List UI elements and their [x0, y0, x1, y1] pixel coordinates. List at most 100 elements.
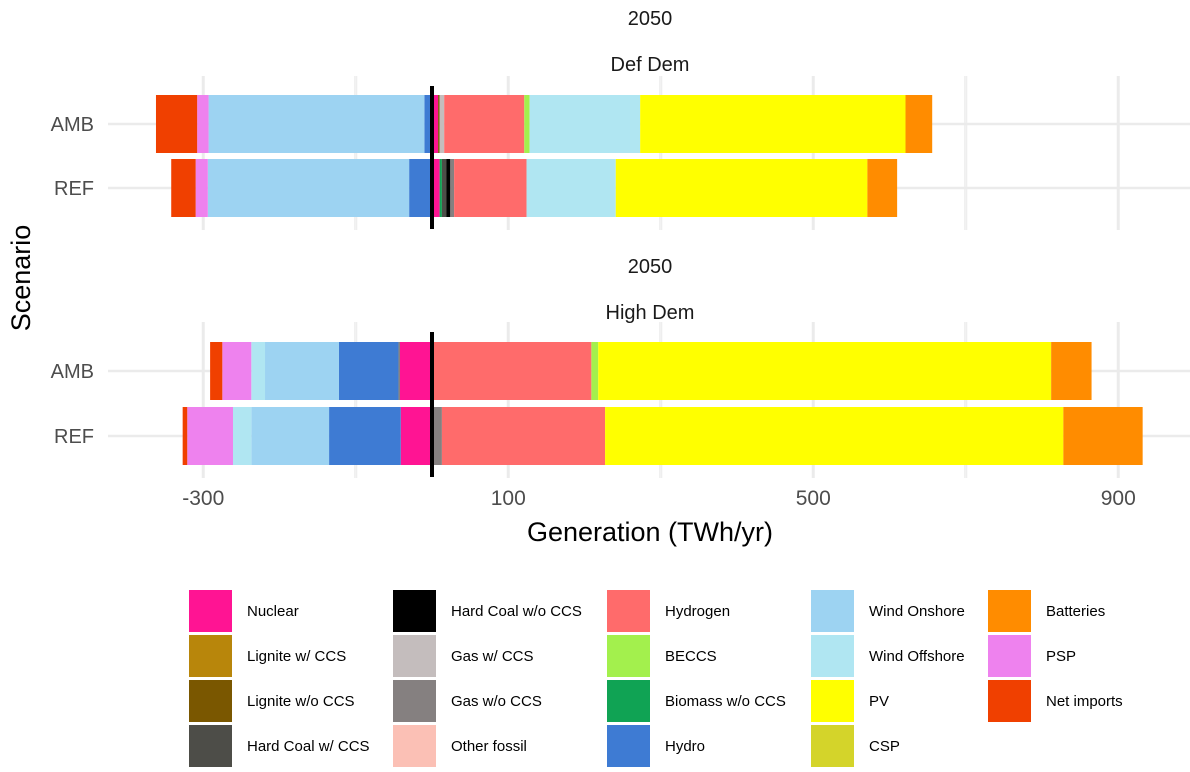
legend-key — [393, 635, 436, 677]
legend-label: Lignite w/ CCS — [247, 648, 346, 665]
bar-segment-amb-hydrogen — [433, 342, 592, 400]
bar-segment-ref-hydro — [329, 407, 401, 465]
x-axis-title: Generation (TWh/yr) — [527, 517, 773, 547]
legend-label: Hard Coal w/ CCS — [247, 738, 370, 755]
legend-label: Gas w/ CCS — [451, 648, 534, 665]
bar-segment-ref-batteries — [867, 159, 898, 217]
bar-segment-amb-pv — [640, 95, 906, 153]
bar-segment-amb-wind-offshore — [529, 95, 641, 153]
legend-label: Hydro — [665, 738, 705, 755]
legend-key — [607, 680, 650, 722]
legend-key — [189, 635, 232, 677]
bar-segment-ref-gas-w-o-ccs — [432, 407, 442, 465]
bar-segment-ref-hard-coal-w-o-ccs — [446, 159, 451, 217]
legend-label: PSP — [1046, 648, 1076, 665]
bar-segment-amb-net-imports — [210, 342, 223, 400]
legend-key — [189, 725, 232, 767]
x-tick-label: -300 — [182, 487, 224, 510]
legend: Nuclear Lignite w/ CCS Lignite w/o CCS Hard… — [189, 590, 1123, 767]
legend-key — [607, 635, 650, 677]
panel-year-label: 2050 — [628, 256, 673, 278]
legend-key — [811, 680, 854, 722]
bar-segment-ref-net-imports — [171, 159, 196, 217]
legend-label: Lignite w/o CCS — [247, 693, 355, 710]
bar-segment-amb-lignite-w-o-ccs — [438, 95, 440, 153]
bar-segment-ref-pv — [605, 407, 1064, 465]
bar-segment-amb-wind-onshore — [208, 95, 425, 153]
bar-segment-ref-hydrogen — [441, 407, 606, 465]
bar-segment-amb-beccs — [591, 342, 599, 400]
bar-segment-amb-hydro — [338, 342, 399, 400]
legend-label: Nuclear — [247, 603, 299, 620]
bar-segment-amb-batteries — [1051, 342, 1092, 400]
x-tick-label: 100 — [491, 487, 526, 510]
panel-year-label: 2050 — [628, 8, 673, 30]
bar-segment-amb-pv — [598, 342, 1052, 400]
legend-key — [607, 725, 650, 767]
x-tick-label: 900 — [1101, 487, 1136, 510]
legend-label: Wind Onshore — [869, 603, 965, 620]
bar-segment-amb-wind-offshore — [251, 342, 266, 400]
legend-key — [189, 590, 232, 632]
bar-segment-ref-net-imports — [182, 407, 188, 465]
y-axis-title: Scenario — [6, 225, 36, 332]
bar-segment-ref-biomass-w-o-ccs — [439, 159, 442, 217]
bar-segment-ref-psp — [195, 159, 208, 217]
bar-segment-ref-hydrogen — [454, 159, 527, 217]
panel-demand-label: Def Dem — [611, 54, 690, 76]
legend-key — [811, 635, 854, 677]
bar-segment-amb-gas-w-o-ccs — [398, 342, 400, 400]
bar-segment-amb-nuclear — [432, 95, 439, 153]
legend-label: Gas w/o CCS — [451, 693, 542, 710]
legend-key — [811, 725, 854, 767]
y-tick-label: REF — [54, 426, 94, 448]
legend-key — [393, 590, 436, 632]
legend-key — [811, 590, 854, 632]
legend-label: Biomass w/o CCS — [665, 693, 786, 710]
bar-segment-ref-hydro — [409, 159, 432, 217]
bar-segment-ref-batteries — [1063, 407, 1143, 465]
panel-demand-label: High Dem — [606, 302, 695, 324]
legend-label: BECCS — [665, 648, 717, 665]
bar-segment-amb-wind-onshore — [265, 342, 339, 400]
bar-segment-amb-hydro — [424, 95, 432, 153]
legend-key — [393, 725, 436, 767]
y-tick-label: AMB — [51, 114, 94, 136]
legend-label: CSP — [869, 738, 900, 755]
bar-segment-ref-wind-offshore — [232, 407, 252, 465]
y-tick-label: AMB — [51, 361, 94, 383]
panel-1: 2050 Def Dem AMB REF — [51, 8, 1190, 230]
bar-segment-amb-batteries — [905, 95, 933, 153]
bar-segment-amb-psp — [197, 95, 209, 153]
bar-segment-ref-wind-onshore — [207, 159, 410, 217]
bar-segment-ref-hard-coal-w-ccs — [441, 159, 447, 217]
bar-segment-ref-pv — [615, 159, 868, 217]
bar-segment-ref-gas-w-o-ccs — [450, 159, 455, 217]
legend-label: Hard Coal w/o CCS — [451, 603, 582, 620]
legend-label: Hydrogen — [665, 603, 730, 620]
bar-segment-amb-gas-w-ccs — [439, 95, 445, 153]
x-tick-label: 500 — [796, 487, 831, 510]
legend-label: Other fossil — [451, 738, 527, 755]
bar-segment-ref-wind-offshore — [526, 159, 616, 217]
legend-key — [393, 680, 436, 722]
bar-segment-ref-nuclear — [432, 159, 440, 217]
bar-segment-ref-wind-onshore — [251, 407, 330, 465]
legend-key — [988, 635, 1031, 677]
bar-segment-amb-psp — [222, 342, 252, 400]
legend-key — [988, 590, 1031, 632]
bar-segment-amb-hydrogen — [444, 95, 525, 153]
panel-2: 2050 High Dem AMB REF — [51, 256, 1190, 478]
bar-segment-amb-beccs — [524, 95, 530, 153]
legend-label: Wind Offshore — [869, 648, 965, 665]
bar-segment-ref-nuclear — [400, 407, 432, 465]
legend-label: Batteries — [1046, 603, 1105, 620]
legend-label: Net imports — [1046, 693, 1123, 710]
legend-key — [189, 680, 232, 722]
bar-segment-amb-nuclear — [399, 342, 432, 400]
legend-key — [988, 680, 1031, 722]
legend-key — [607, 590, 650, 632]
y-tick-label: REF — [54, 178, 94, 200]
bar-segment-amb-net-imports — [155, 95, 198, 153]
